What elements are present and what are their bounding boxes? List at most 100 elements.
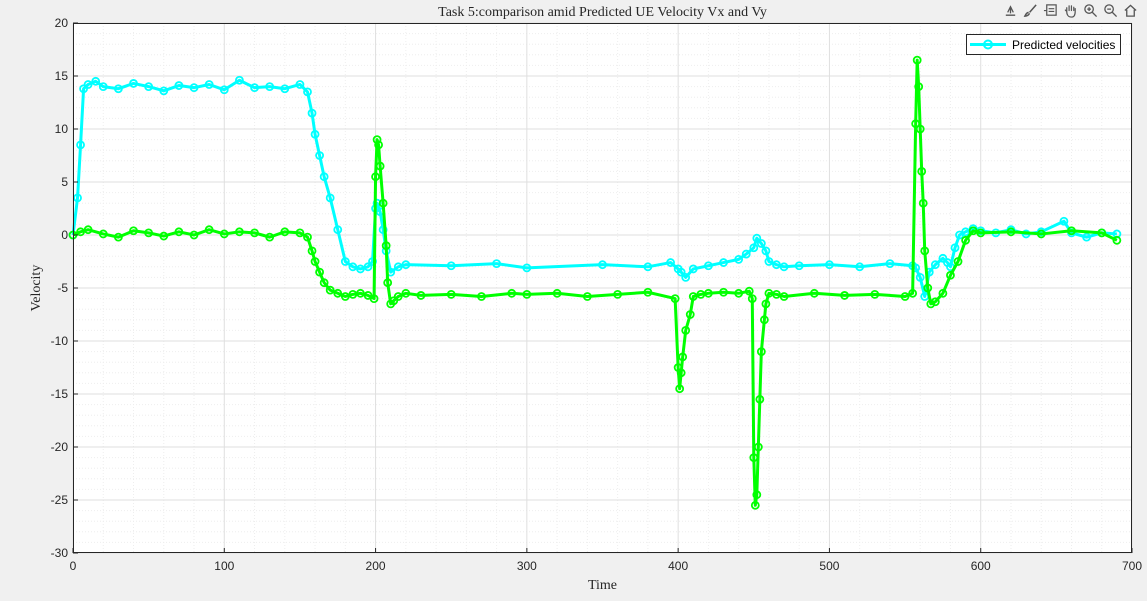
x-tick-label: 400 bbox=[668, 559, 688, 573]
data-point bbox=[917, 166, 927, 176]
data-point bbox=[681, 272, 691, 282]
data-point bbox=[235, 227, 244, 237]
data-point bbox=[772, 289, 781, 299]
data-point bbox=[930, 297, 940, 307]
x-axis-ticks: 0 100 200 300 400 500 600 700 bbox=[70, 548, 1142, 573]
data-point bbox=[749, 243, 759, 253]
data-point bbox=[704, 288, 713, 298]
data-point bbox=[381, 241, 391, 251]
y-tick-label: -20 bbox=[51, 440, 69, 454]
datatip-button[interactable] bbox=[1042, 2, 1059, 19]
data-point bbox=[113, 232, 123, 242]
data-point bbox=[265, 82, 275, 91]
home-icon bbox=[1124, 4, 1137, 17]
data-point bbox=[582, 292, 592, 301]
data-point bbox=[749, 453, 759, 463]
data-point bbox=[129, 79, 138, 88]
data-point bbox=[280, 84, 290, 94]
data-point bbox=[371, 172, 380, 182]
data-point bbox=[446, 261, 456, 271]
data-point bbox=[189, 230, 199, 240]
data-point bbox=[374, 140, 383, 150]
data-point bbox=[174, 81, 184, 90]
data-point bbox=[734, 288, 744, 298]
data-point bbox=[761, 246, 771, 256]
x-tick-label: 200 bbox=[366, 559, 386, 573]
y-tick-label: -5 bbox=[57, 281, 68, 295]
data-point bbox=[129, 226, 138, 236]
y-tick-label: -30 bbox=[51, 546, 69, 560]
data-point bbox=[870, 289, 880, 299]
data-point bbox=[310, 257, 320, 266]
data-point bbox=[159, 86, 169, 96]
data-point bbox=[741, 249, 751, 259]
data-point bbox=[688, 264, 698, 274]
data-point bbox=[900, 292, 910, 301]
data-point bbox=[750, 500, 760, 510]
data-point bbox=[98, 82, 108, 91]
brush-button[interactable] bbox=[1022, 2, 1039, 19]
series-line bbox=[71, 78, 1117, 298]
data-point bbox=[920, 246, 930, 256]
data-point bbox=[83, 80, 93, 89]
data-point bbox=[189, 83, 199, 93]
data-point bbox=[416, 291, 426, 300]
data-point bbox=[764, 257, 774, 266]
data-point bbox=[319, 172, 329, 182]
data-point bbox=[319, 278, 329, 288]
data-point bbox=[219, 229, 229, 239]
data-point bbox=[915, 124, 925, 134]
data-point bbox=[908, 288, 918, 298]
data-point bbox=[83, 225, 93, 235]
data-point bbox=[250, 83, 259, 93]
export-button[interactable] bbox=[1002, 2, 1019, 19]
zoom-in-button[interactable] bbox=[1082, 2, 1099, 19]
data-point bbox=[98, 229, 108, 239]
data-point bbox=[174, 227, 184, 237]
data-point bbox=[643, 262, 653, 272]
data-point bbox=[1006, 227, 1016, 237]
data-point bbox=[666, 258, 675, 267]
brush-icon bbox=[1023, 4, 1037, 17]
data-point bbox=[325, 193, 335, 203]
data-point bbox=[914, 82, 924, 91]
data-point bbox=[968, 226, 978, 236]
data-point bbox=[144, 228, 154, 238]
data-point bbox=[719, 258, 728, 267]
data-point bbox=[976, 228, 986, 238]
legend-marker-swatch bbox=[983, 39, 993, 50]
y-axis-label: Velocity bbox=[29, 265, 44, 312]
x-tick-label: 500 bbox=[819, 559, 839, 573]
data-point bbox=[235, 75, 244, 85]
zoom-out-button[interactable] bbox=[1102, 2, 1119, 19]
major-grid bbox=[72, 22, 1133, 554]
legend[interactable]: Predicted velocities bbox=[966, 34, 1121, 55]
export-icon bbox=[1005, 5, 1016, 16]
data-point bbox=[552, 288, 562, 298]
data-point bbox=[368, 257, 377, 266]
data-point bbox=[613, 289, 623, 299]
data-point bbox=[265, 232, 275, 242]
data-point bbox=[704, 261, 713, 271]
home-button[interactable] bbox=[1122, 2, 1139, 19]
data-point bbox=[946, 270, 955, 280]
data-point bbox=[372, 135, 382, 145]
pan-hand-icon bbox=[1064, 5, 1076, 18]
y-tick-label: 15 bbox=[55, 69, 69, 83]
chart-title: Task 5:comparison amid Predicted UE Velo… bbox=[438, 5, 767, 20]
data-point bbox=[401, 260, 411, 270]
data-point bbox=[825, 260, 834, 270]
data-point bbox=[492, 259, 502, 269]
data-point bbox=[378, 198, 388, 208]
data-point bbox=[681, 325, 691, 335]
data-point bbox=[76, 227, 85, 237]
data-point bbox=[507, 288, 517, 298]
pan-button[interactable] bbox=[1062, 2, 1079, 19]
data-point bbox=[393, 292, 403, 301]
data-point bbox=[250, 228, 259, 238]
data-point bbox=[961, 235, 970, 245]
data-point bbox=[809, 288, 819, 298]
x-tick-label: 700 bbox=[1122, 559, 1142, 573]
data-point bbox=[383, 278, 393, 288]
data-point bbox=[363, 262, 373, 272]
